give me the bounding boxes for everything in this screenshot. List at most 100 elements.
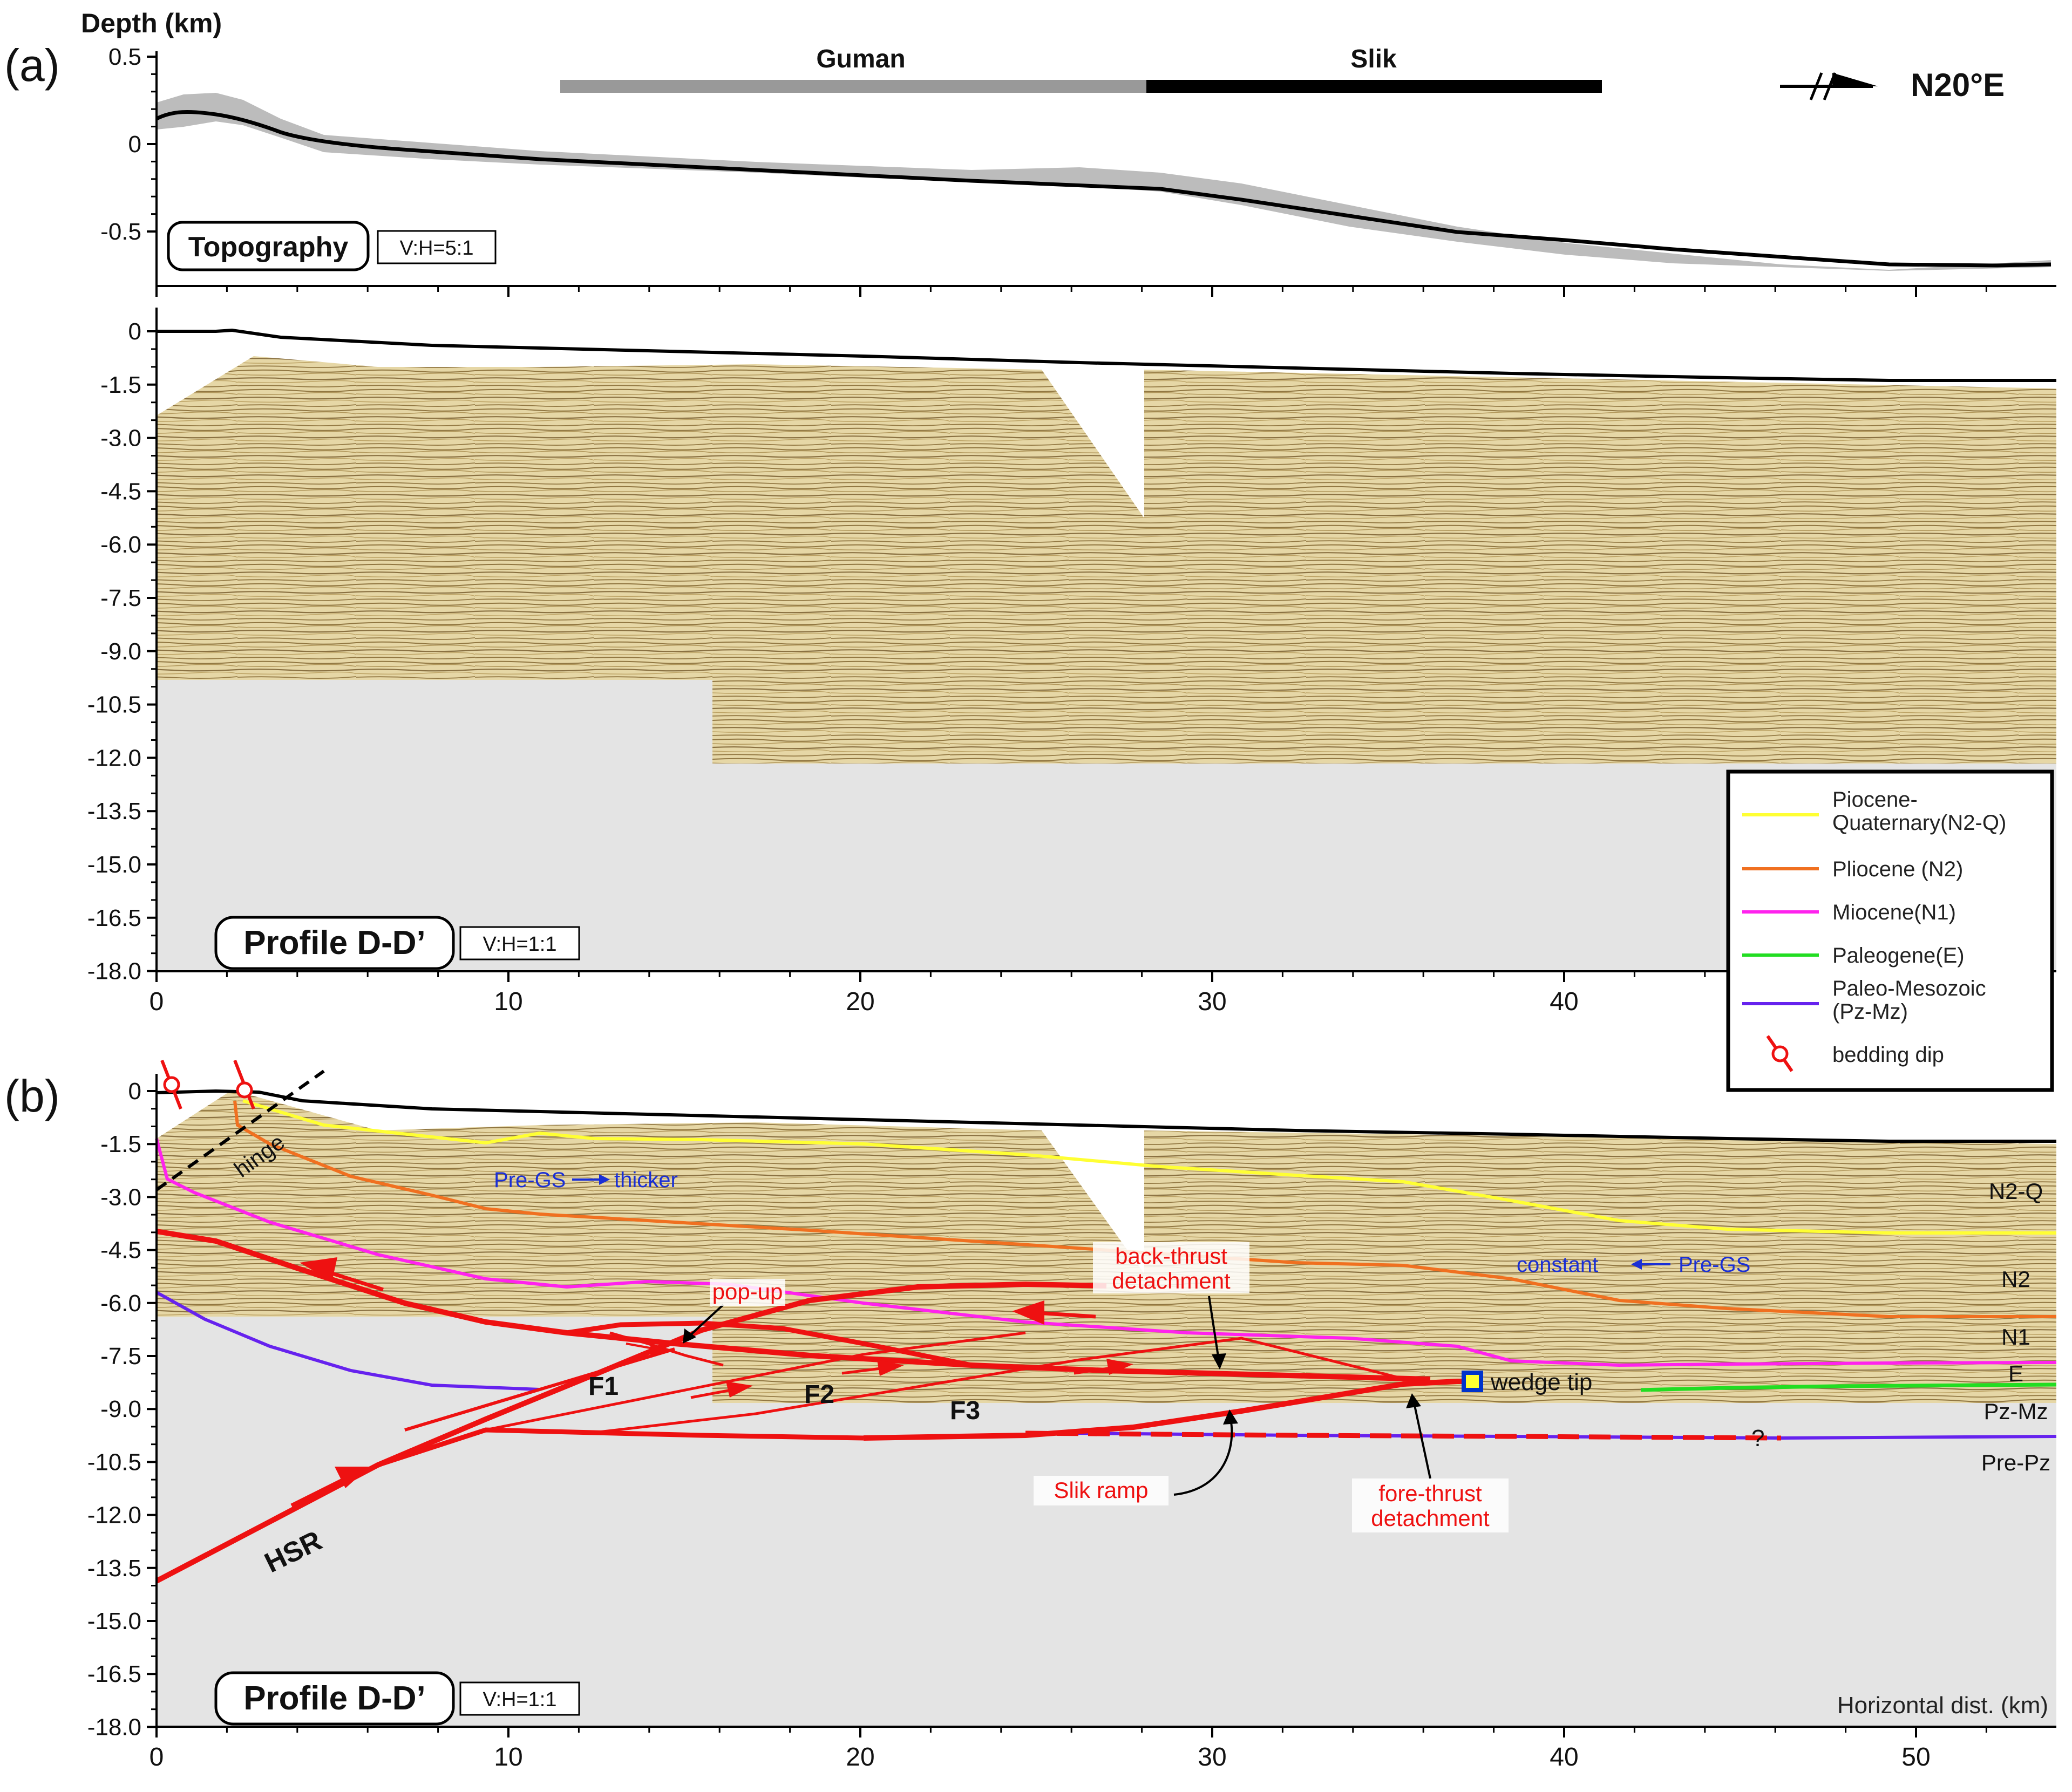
hsr-fault <box>155 1281 1107 1584</box>
y-tick-label: -10.5 <box>87 1449 141 1475</box>
f1-fault <box>404 1347 675 1432</box>
topo-x-ticks <box>155 286 1987 297</box>
legend-label-pzmz-2: (Pz-Mz) <box>1832 1000 1908 1024</box>
arrowhead-icon <box>683 1328 696 1344</box>
surface-line-a <box>157 328 2056 382</box>
profile-badge-a-box <box>214 916 455 970</box>
horizon-e <box>1640 1382 2057 1392</box>
slik-label: Slik <box>1350 45 1397 73</box>
arrowhead-icon <box>1212 1353 1226 1369</box>
unit-label: N2-Q <box>1989 1178 2043 1204</box>
x-axis-title: Horizontal dist. (km) <box>1837 1692 2048 1719</box>
bedding-dip-icon <box>1766 1035 1794 1072</box>
topography-badge: Topography <box>188 231 349 263</box>
pop-up-pointer <box>687 1304 724 1338</box>
profile-badge-a: Profile D-D’ <box>243 924 426 962</box>
y-tick-label: -6.0 <box>100 532 141 558</box>
back-thrust-label-2: detachment <box>1112 1268 1231 1293</box>
guman-label: Guman <box>816 45 905 73</box>
constant-label: constant <box>1517 1253 1598 1277</box>
y-tick-label: -18.0 <box>87 1714 141 1740</box>
fore-thrust-label-bg <box>1352 1478 1509 1532</box>
seismic-image-bottom <box>712 680 1144 764</box>
legend-label-n1: Miocene(N1) <box>1832 901 1956 924</box>
bedding-dip-icon <box>160 1059 182 1110</box>
y-tick-label: -12.0 <box>87 745 141 771</box>
y-tick-label: 0.5 <box>108 44 141 70</box>
slip-arrow-icon <box>841 1360 904 1376</box>
y-tick-label: -16.5 <box>87 1661 141 1687</box>
horizon-pzmz <box>155 1291 540 1391</box>
y-tick-label: -9.0 <box>100 638 141 665</box>
seis-b-y-ticks: 0 -1.5 -3.0 -4.5 -6.0 -7.5 -9.0 -10.5 -12.0 -13.5… <box>87 1078 157 1740</box>
fore-thrust-dashed <box>1025 1430 1782 1441</box>
back-thrust-label-bg <box>1093 1242 1249 1293</box>
profile-badge-b-box <box>214 1671 455 1726</box>
topo-ratio: V:H=5:1 <box>400 237 474 260</box>
orientation-label: N20°E <box>1911 67 2005 103</box>
y-tick-label: 0 <box>128 318 141 345</box>
interpreted-section-b: hinge wedge tip Pre-GS thicker constant … <box>87 1059 2057 1771</box>
arrowhead-icon <box>1631 1259 1642 1270</box>
profile-ratio-b-box <box>459 1681 580 1716</box>
slip-arrow-icon <box>300 1257 384 1292</box>
slik-ramp-pointer <box>1173 1419 1233 1496</box>
arrowhead-icon <box>599 1174 610 1185</box>
x-tick-label: 20 <box>846 1743 874 1771</box>
no-data-top-left-b <box>157 1090 232 1139</box>
back-thrust <box>566 1320 972 1368</box>
y-tick-label: -7.5 <box>100 1343 141 1369</box>
slip-arrow-icon <box>290 1467 370 1508</box>
y-tick-label: -4.5 <box>100 478 141 505</box>
question-label: ? <box>1751 1425 1764 1452</box>
f1-label: F1 <box>588 1372 619 1401</box>
topo-y-ticks: 0.5 0 -0.5 <box>100 44 157 245</box>
x-tick-label: 40 <box>1550 987 1578 1016</box>
y-tick-label: -12.0 <box>87 1502 141 1529</box>
legend-label-n2q-2: Quaternary(N2-Q) <box>1832 811 2006 835</box>
fore-thrust-pointer <box>1413 1402 1431 1479</box>
x-tick-label: 10 <box>494 987 522 1016</box>
f2-label: F2 <box>804 1380 834 1409</box>
wedge-tip-marker <box>1462 1371 1483 1392</box>
topography-badge-box <box>167 221 370 271</box>
pre-gs-label-left: Pre-GS <box>494 1168 566 1192</box>
thicker-label: thicker <box>614 1168 678 1192</box>
bedding-dip-icon <box>233 1059 255 1110</box>
main-detachment <box>156 1229 1431 1382</box>
seismic-image-right-b <box>1144 1130 2056 1403</box>
slip-arrow-icon <box>690 1381 753 1399</box>
surface-line-b <box>156 1089 2056 1143</box>
y-tick-label: -1.5 <box>100 372 141 398</box>
unit-label: Pz-Mz <box>1984 1399 2048 1424</box>
slik-ramp-label: Slik ramp <box>1054 1477 1148 1503</box>
topo-ratio-box <box>377 230 497 264</box>
legend-box <box>1726 769 2054 1092</box>
back-thrust-label: back-thrust <box>1115 1243 1227 1269</box>
x-tick-label: 40 <box>1550 1743 1578 1771</box>
y-tick-label: -16.5 <box>87 905 141 931</box>
pop-up-label-bg <box>710 1279 785 1306</box>
seismic-image-right <box>1144 370 2056 764</box>
y-tick-label: -1.5 <box>100 1131 141 1157</box>
profile-badge-b: Profile D-D’ <box>243 1680 426 1717</box>
profile-ratio-a: V:H=1:1 <box>483 933 557 956</box>
horizon-n2 <box>233 1100 2056 1318</box>
f2-fault <box>485 1331 1026 1432</box>
no-data-lower-left-b <box>157 1317 712 1727</box>
y-tick-label: 0 <box>128 1078 141 1105</box>
x-tick-label: 30 <box>1198 987 1226 1016</box>
slik-ramp-label-bg <box>1034 1476 1169 1505</box>
seis-a-x-ticks: 0 10 20 30 40 <box>150 971 1987 1016</box>
arrowhead-icon <box>1223 1409 1238 1425</box>
topography-uncertainty-band <box>157 93 2051 271</box>
y-tick-label: -10.5 <box>87 692 141 718</box>
fore-thrust-label-2: detachment <box>1371 1505 1490 1531</box>
seis-b-x-ticks: 0 10 20 30 40 50 <box>150 1727 1987 1771</box>
slip-arrow-icon <box>1012 1300 1096 1325</box>
f3-fault <box>593 1337 1404 1434</box>
panel-a-label: (a) <box>4 40 60 91</box>
y-tick-label: -13.5 <box>87 798 141 825</box>
x-tick-label: 50 <box>1901 1743 1930 1771</box>
